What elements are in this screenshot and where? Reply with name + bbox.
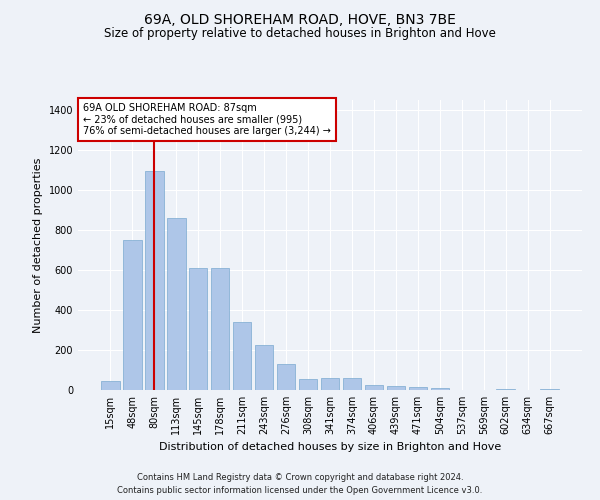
Bar [167, 218, 185, 390]
Text: Contains HM Land Registry data © Crown copyright and database right 2024.: Contains HM Land Registry data © Crown c… [137, 472, 463, 482]
Bar [189, 268, 208, 390]
Bar [496, 389, 515, 390]
Bar [123, 240, 142, 390]
Bar [299, 378, 317, 390]
Bar [343, 378, 361, 390]
Bar [233, 322, 251, 390]
Text: Contains public sector information licensed under the Open Government Licence v3: Contains public sector information licen… [118, 486, 482, 495]
Text: 69A, OLD SHOREHAM ROAD, HOVE, BN3 7BE: 69A, OLD SHOREHAM ROAD, HOVE, BN3 7BE [144, 12, 456, 26]
Bar [145, 171, 164, 390]
Bar [320, 378, 340, 390]
Bar [277, 364, 295, 390]
Bar [101, 380, 119, 390]
Text: Distribution of detached houses by size in Brighton and Hove: Distribution of detached houses by size … [159, 442, 501, 452]
Text: 69A OLD SHOREHAM ROAD: 87sqm
← 23% of detached houses are smaller (995)
76% of s: 69A OLD SHOREHAM ROAD: 87sqm ← 23% of de… [83, 103, 331, 136]
Bar [409, 387, 427, 390]
Bar [541, 389, 559, 390]
Bar [365, 384, 383, 390]
Text: Size of property relative to detached houses in Brighton and Hove: Size of property relative to detached ho… [104, 28, 496, 40]
Bar [431, 388, 449, 390]
Bar [211, 268, 229, 390]
Y-axis label: Number of detached properties: Number of detached properties [33, 158, 43, 332]
Bar [386, 386, 405, 390]
Bar [255, 345, 274, 390]
